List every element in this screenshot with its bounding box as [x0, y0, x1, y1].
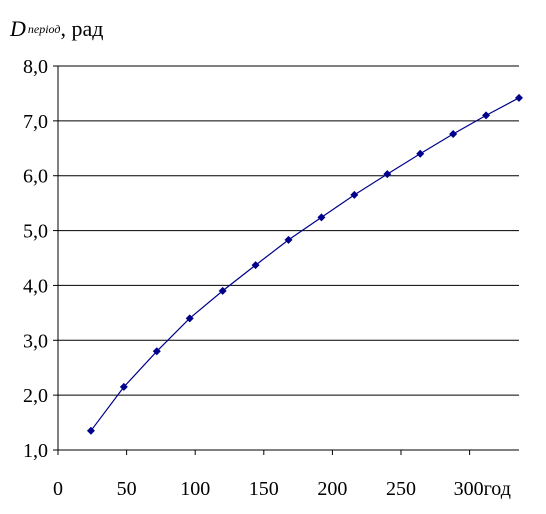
data-point-marker	[284, 235, 293, 244]
x-tick-label: 200	[317, 478, 347, 500]
y-tick-label: 4,0	[23, 275, 48, 297]
y-tick-label: 7,0	[23, 111, 48, 133]
tick-labels: 1,0 2,0 3,0 4,0 5,0 6,0 7,0 8,0 0 50 100 150 200 250 3…	[23, 56, 511, 500]
y-tick-label: 2,0	[23, 385, 48, 407]
data-point-marker	[218, 286, 227, 295]
y-tick-label: 3,0	[23, 330, 48, 352]
x-tick-label: 0	[53, 478, 63, 500]
x-tick-label: 250	[386, 478, 416, 500]
data-point-marker	[86, 426, 95, 435]
data-point-marker	[449, 130, 458, 139]
data-point-marker	[119, 382, 128, 391]
data-point-marker	[482, 111, 491, 120]
data-point-marker	[350, 190, 359, 199]
y-tick-label: 1,0	[23, 440, 48, 462]
axes	[53, 65, 519, 455]
data-point-marker	[317, 213, 326, 222]
data-point-marker	[251, 261, 260, 270]
x-tick-label: 150	[249, 478, 279, 500]
y-tick-label: 8,0	[23, 56, 48, 78]
data-point-marker	[515, 93, 523, 102]
series-layer	[86, 93, 523, 435]
series-line	[90, 97, 520, 432]
data-point-marker	[185, 314, 194, 323]
data-point-marker	[416, 149, 425, 158]
x-tick-label: 300год	[454, 478, 511, 500]
y-axis-subscript: період	[27, 22, 61, 36]
gridlines	[58, 65, 519, 396]
y-tick-label: 5,0	[23, 221, 48, 243]
x-tick-label: 100	[180, 478, 210, 500]
y-axis-symbol: D	[10, 16, 26, 41]
data-point-marker	[152, 347, 161, 356]
x-tick-label: 50	[117, 478, 137, 500]
data-point-marker	[383, 170, 392, 179]
y-axis-unit: , рад	[60, 16, 104, 41]
y-tick-label: 6,0	[23, 166, 48, 188]
